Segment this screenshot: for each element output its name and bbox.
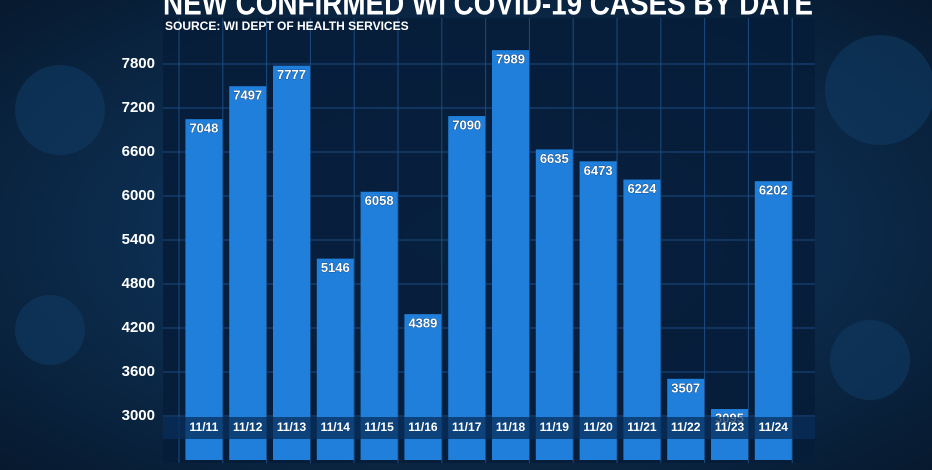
x-tick-label: 11/14	[321, 420, 351, 434]
x-tick-label: 11/11	[190, 420, 219, 434]
chart-title: NEW CONFIRMED WI COVID-19 CASES BY DATE	[163, 0, 813, 21]
value-label: 7989	[496, 52, 525, 67]
bar	[273, 65, 310, 460]
x-tick-label: 11/17	[452, 420, 482, 434]
decoration	[825, 35, 932, 145]
x-tick-label: 11/19	[540, 420, 570, 434]
x-tick-label: 11/23	[715, 420, 745, 434]
y-tick-label: 6000	[122, 187, 155, 204]
value-label: 5146	[321, 260, 350, 275]
value-label: 6473	[584, 163, 613, 178]
value-label: 7090	[452, 118, 481, 133]
value-label: 3507	[671, 380, 700, 395]
value-label: 6635	[540, 151, 569, 166]
y-tick-label: 4800	[122, 275, 155, 292]
y-tick-label: 3600	[122, 363, 155, 380]
bar	[229, 86, 267, 460]
chart-subtitle: SOURCE: WI DEPT OF HEALTH SERVICES	[165, 19, 409, 33]
x-tick-label: 11/12	[233, 420, 263, 434]
bar	[448, 116, 486, 461]
y-tick-label: 7800	[122, 55, 155, 72]
value-label: 6202	[759, 183, 788, 198]
value-label: 6058	[365, 193, 394, 208]
value-label: 4389	[408, 316, 437, 331]
x-tick-label: 11/24	[759, 420, 789, 434]
y-tick-label: 5400	[122, 231, 155, 248]
bar	[360, 191, 398, 460]
value-label: 7048	[189, 121, 218, 136]
x-tick-label: 11/21	[627, 420, 657, 434]
y-tick-label: 3000	[122, 407, 155, 424]
bar	[623, 179, 661, 460]
x-tick-label: 11/15	[364, 420, 394, 434]
x-tick-label: 11/16	[408, 420, 438, 434]
y-tick-label: 6600	[122, 143, 155, 160]
value-label: 6224	[627, 181, 657, 196]
bar	[579, 161, 617, 460]
date-strip	[163, 417, 815, 439]
bar	[185, 119, 223, 460]
value-label: 7497	[233, 88, 262, 103]
decoration	[830, 320, 910, 400]
y-tick-label: 7200	[122, 99, 155, 116]
x-tick-label: 11/18	[496, 420, 526, 434]
x-tick-label: 11/13	[277, 420, 307, 434]
decoration	[15, 295, 85, 365]
x-tick-label: 11/22	[671, 420, 701, 434]
bar	[535, 149, 573, 460]
decoration	[15, 65, 105, 155]
x-tick-label: 11/20	[583, 420, 613, 434]
value-label: 7777	[277, 67, 306, 82]
bar	[754, 181, 792, 461]
y-tick-label: 4200	[122, 319, 155, 336]
bar	[492, 50, 529, 460]
